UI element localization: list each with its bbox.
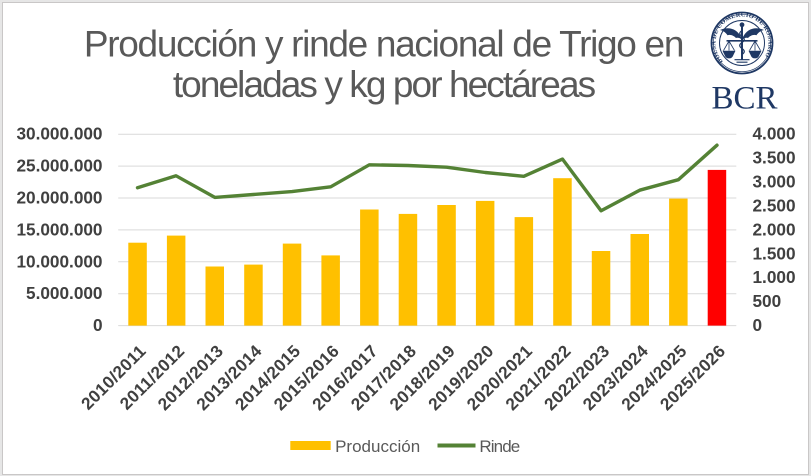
svg-text:500: 500 — [753, 291, 782, 311]
svg-text:2.000: 2.000 — [753, 219, 796, 239]
svg-text:10.000.000: 10.000.000 — [16, 251, 102, 271]
svg-text:30.000.000: 30.000.000 — [16, 124, 102, 144]
svg-text:15.000.000: 15.000.000 — [16, 219, 102, 239]
svg-text:Producción y rinde nacional de: Producción y rinde nacional de Trigo en — [84, 24, 683, 65]
svg-text:20.000.000: 20.000.000 — [16, 188, 102, 208]
svg-text:5.000.000: 5.000.000 — [26, 283, 102, 303]
svg-text:3.000: 3.000 — [753, 172, 796, 192]
svg-text:toneladas y kg por hectáreas: toneladas y kg por hectáreas — [173, 64, 596, 105]
svg-text:Producción: Producción — [335, 437, 420, 456]
svg-text:BCR: BCR — [711, 81, 777, 117]
svg-text:25.000.000: 25.000.000 — [16, 156, 102, 176]
svg-text:1.500: 1.500 — [753, 243, 796, 263]
svg-text:3.500: 3.500 — [753, 148, 796, 168]
svg-text:0: 0 — [93, 315, 103, 335]
svg-text:Rinde: Rinde — [479, 437, 519, 456]
svg-text:2.500: 2.500 — [753, 196, 796, 216]
svg-text:4.000: 4.000 — [753, 124, 796, 144]
svg-text:0: 0 — [753, 315, 763, 335]
svg-text:1.000: 1.000 — [753, 267, 796, 287]
